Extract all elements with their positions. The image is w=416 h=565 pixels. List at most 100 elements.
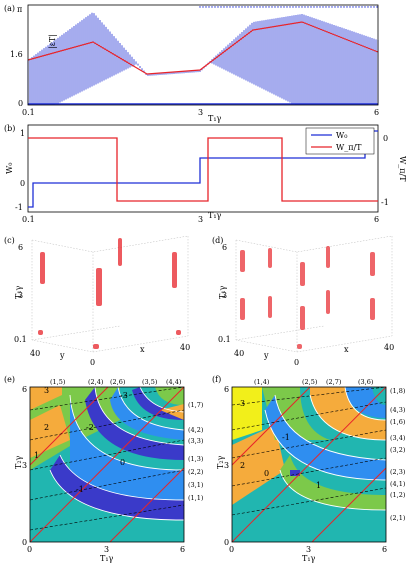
panel-c-bottom-tick-1: 0 [90,358,95,367]
panel-c-ztick-3: 3 [18,291,23,300]
panel-f-frame [231,386,387,543]
panel-e-top-labels: (1,5) (2,4) (2,6) (3,5) (4,4) [50,378,182,386]
phase-boundaries-e [49,387,184,521]
panel-e-ylabel: T₂γ [14,455,23,469]
band-dot [241,6,243,8]
band-dot [223,6,225,8]
band-dot [250,6,252,8]
panel-c-bottom-tick-0: 40 [30,349,40,358]
panel-d-ylabel: y [263,351,269,360]
band-dot [256,6,258,8]
panel-e-ytick-6: 6 [22,385,27,394]
band-dot [322,6,324,8]
band-dot [298,6,300,8]
panel-e-ytick-0: 0 [22,538,27,547]
band-dot [334,6,336,8]
band-dot [262,6,264,8]
right-label-e-7: (1,1) [188,494,204,502]
panel-d-bottom-tick-0: 40 [234,349,244,358]
panel-b-xtick-0.1: 0.1 [22,215,35,224]
panel-b-ytick-right-0: 0 [383,134,388,143]
band-dot [328,6,330,8]
panel-b-xtick-6: 6 [374,215,379,224]
right-label-e-3: (3,3) [188,437,204,445]
band-dot [316,6,318,8]
panel-b-ylabel-left: W₀ [5,163,14,174]
band-dot [235,6,237,8]
band-dot [337,6,339,8]
band-dot [295,6,297,8]
panel-d-zlabel: T₁γ [218,285,227,299]
panel-f-ylabel: T₂γ [216,455,225,469]
panel-b-xlabel: T₁γ [208,211,222,220]
region-e-m2: -2 [86,423,94,432]
panel-e: (e) [4,375,204,563]
panel-b: (b) W₀ W_π/T 1 0 -1 W₀ 0 -1 W_π/T 0.1 3 … [4,124,407,224]
right-label-f-5: (3,2) [390,446,406,454]
panel-b-ylabel-right: W_π/T [398,156,407,182]
panel-c-zlabel: T₁γ [14,285,23,299]
panel-f-ytick-3: 3 [224,461,229,470]
quasienergy-bands [27,6,379,105]
right-label-e-5: (2,2) [188,468,204,476]
panel-a-xtick-0.1: 0.1 [22,108,35,117]
panel-a-plot-area [27,4,379,106]
right-label-e-2: (4,2) [188,426,204,434]
panel-c: (c) 6 3 0.1 T₁γ 40 0 40 y x [4,235,190,367]
legend-Wpi-label: W_π/T [336,143,362,152]
region-e-m3: -3 [120,391,128,400]
panel-e-label: (e) [4,375,15,384]
band-dot [229,6,231,8]
panel-c-bottom-tick-2: 40 [180,343,190,352]
right-label-f-9: (2,1) [390,514,406,522]
band-dot [220,6,222,8]
panel-c-xlabel: x [140,345,145,354]
panel-d-3d-box [235,235,393,353]
panel-f-ytick-6: 6 [224,385,229,394]
panel-b-ytick-left-m1: -1 [15,203,23,212]
band-dot [325,6,327,8]
band-dot [202,6,204,8]
band-dot [304,6,306,8]
band-dot [331,6,333,8]
panel-c-ztick-0.1: 0.1 [14,335,27,344]
panel-f-top-labels: (1,4) (2,5) (2,7) (3,6) [254,378,374,386]
right-label-f-8: (1,2) [390,491,406,499]
panel-f-xtick-3: 3 [306,545,311,554]
band-dot [301,6,303,8]
panel-f-label: (f) [212,375,221,384]
top-label-f-4: (3,6) [358,378,374,386]
band-dot [280,6,282,8]
band-dot [310,6,312,8]
band-dot [361,6,363,8]
panel-b-label: (b) [4,124,15,133]
top-label-e-5: (4,4) [166,378,182,386]
band-dot [289,6,291,8]
panel-f-phase-diagram [232,387,386,542]
band-dot [364,6,366,8]
panel-b-frame [27,124,379,213]
band-dot [307,6,309,8]
right-label-e-4: (1,3) [188,455,204,463]
panel-c-3d-box [31,235,189,353]
density-blobs-d [240,246,375,349]
panel-d-ztick-0.1: 0.1 [218,335,231,344]
panel-e-right-labels: (1,7) (4,2) (3,3) (1,3) (2,2) (3,1) (1,1… [188,401,204,502]
band-dot [283,6,285,8]
band-dot [244,6,246,8]
panel-e-xtick-0: 0 [27,545,32,554]
panel-d-ztick-6: 6 [222,243,227,252]
top-label-e-2: (2,4) [88,378,104,386]
band-dot [367,6,369,8]
band-dot [292,6,294,8]
right-label-f-7: (4,1) [390,480,406,488]
band-dot [343,6,345,8]
region-e-1: 1 [34,451,39,460]
panel-b-ytick-left-0: 0 [20,179,25,188]
panel-f-ytick-0: 0 [224,538,229,547]
panel-d-ztick-3: 3 [222,291,227,300]
panel-a: (a) π 1.6 0 |εT| 0.1 3 6 T₁γ [4,4,379,123]
panel-c-ztick-6: 6 [18,243,23,252]
band-dot [217,6,219,8]
panel-a-ytick-pi: π [17,5,22,14]
